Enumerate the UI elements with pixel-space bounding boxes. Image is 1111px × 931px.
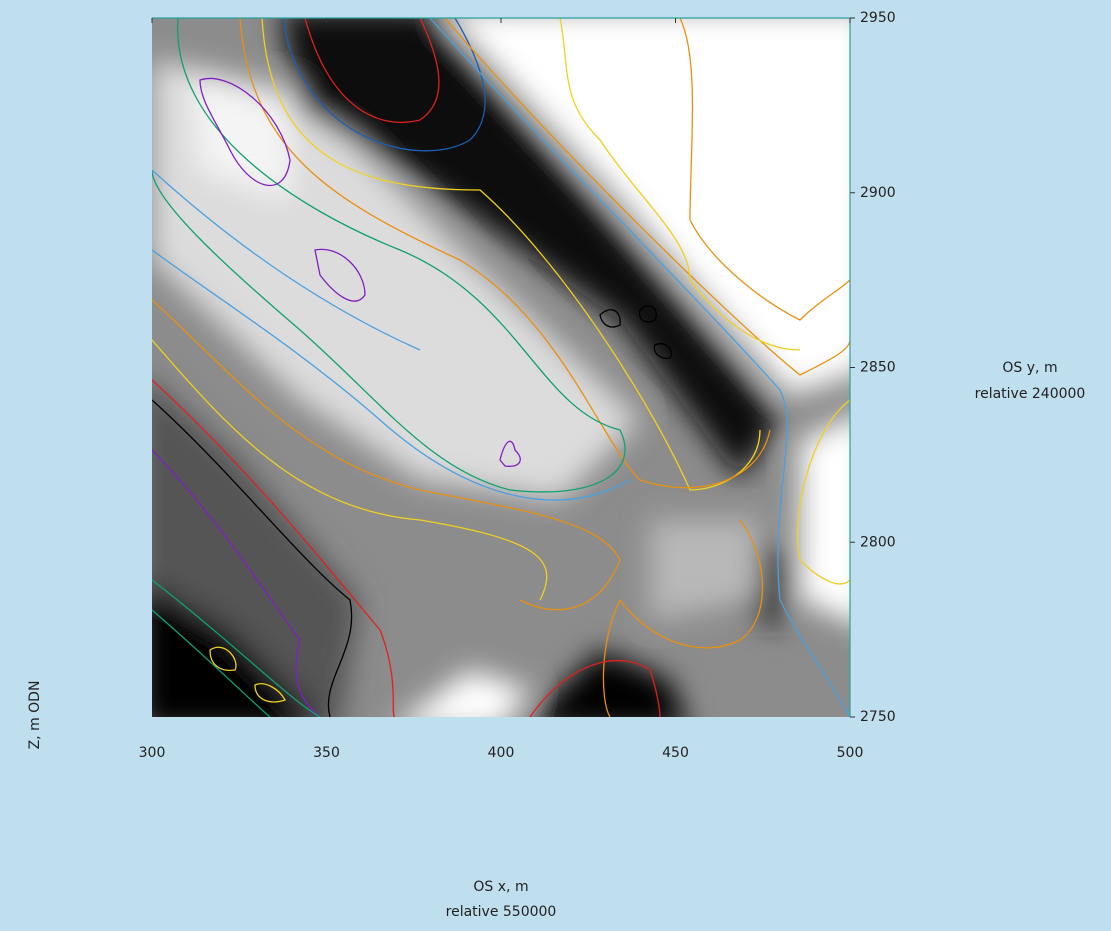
- y-tick-label: 2750: [860, 709, 896, 725]
- y-axis-label: OS y, m: [1002, 360, 1057, 376]
- x-tick-label: 500: [837, 745, 864, 761]
- y-tick-label: 2950: [860, 10, 896, 26]
- colorbar-label: Z, m ODN: [27, 681, 43, 750]
- x-tick-label: 350: [313, 745, 340, 761]
- y-tick-label: 2850: [860, 360, 896, 376]
- chart: OS y, m relative 240000 OS x, m relative…: [0, 0, 1111, 931]
- y-tick-label: 2900: [860, 185, 896, 201]
- terrain-image: [140, 10, 870, 730]
- y-tick-label: 2800: [860, 534, 896, 550]
- x-axis-note: relative 550000: [446, 904, 557, 920]
- x-tick-label: 450: [662, 745, 689, 761]
- x-tick-label: 300: [139, 745, 166, 761]
- x-tick-label: 400: [488, 745, 515, 761]
- y-axis-note: relative 240000: [975, 386, 1086, 402]
- x-axis-label: OS x, m: [473, 879, 528, 895]
